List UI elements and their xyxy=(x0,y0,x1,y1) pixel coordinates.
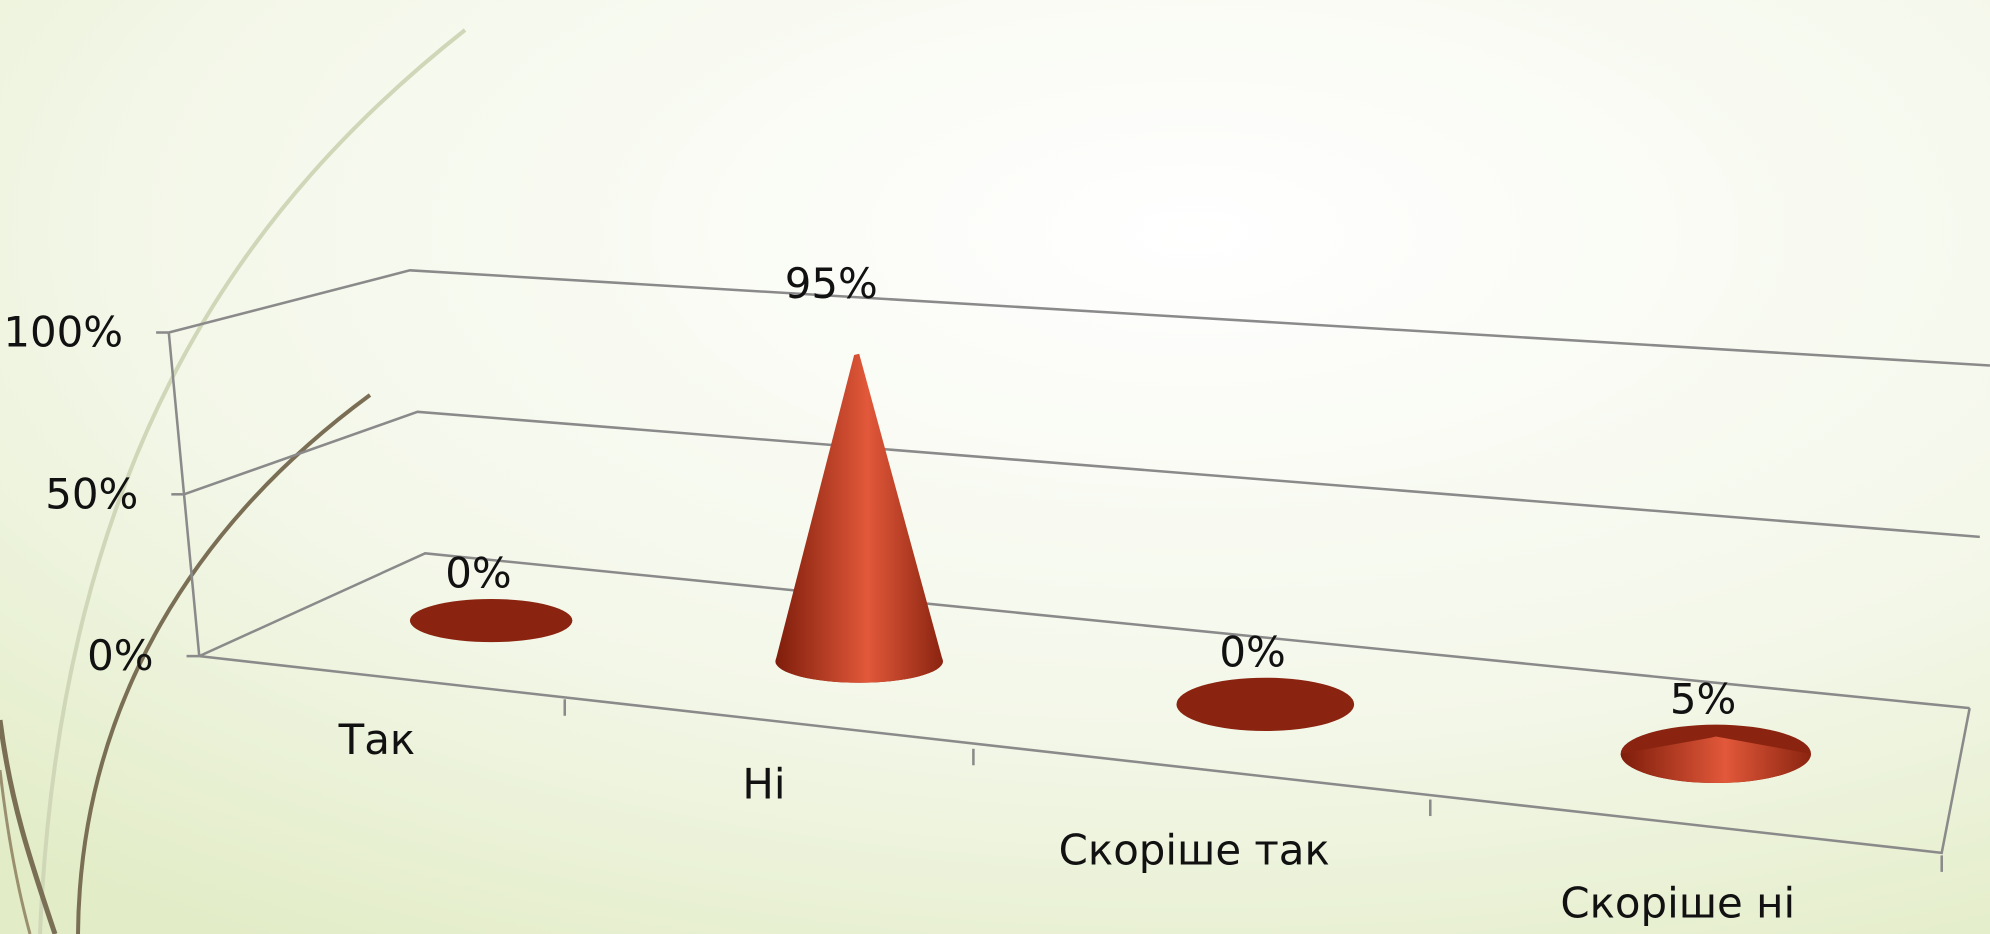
y-tick-label: 50% xyxy=(45,469,138,518)
y-tick-label: 100% xyxy=(3,308,123,357)
floor-edge xyxy=(199,654,1971,855)
y-tick-label: 0% xyxy=(87,631,153,680)
x-tick-label: Скоріше так xyxy=(1059,825,1330,874)
cone xyxy=(1620,724,1812,784)
value-label: 95% xyxy=(785,259,878,308)
cone xyxy=(1176,677,1355,732)
cone xyxy=(775,353,943,683)
cone-body xyxy=(1620,736,1812,784)
x-tick-label: Ні xyxy=(742,759,785,808)
decoration xyxy=(0,28,467,934)
value-label: 0% xyxy=(1219,627,1285,676)
cone-base xyxy=(1176,677,1355,732)
x-tick-label: Скоріше ні xyxy=(1560,879,1795,928)
cone-body xyxy=(775,353,943,683)
cone xyxy=(409,599,573,643)
y-axis xyxy=(167,332,201,657)
x-tick-label: Так xyxy=(338,715,416,764)
value-label: 0% xyxy=(445,549,511,598)
plot-area: 0% 50% 100% Так 0% Ні 95% Скоріше так 0% Скоріше … xyxy=(3,259,1990,928)
cone-base xyxy=(409,599,573,643)
grid-line xyxy=(183,410,1980,539)
grid-line xyxy=(198,552,1970,710)
grid-line xyxy=(168,269,1990,367)
value-label: 5% xyxy=(1670,674,1736,723)
